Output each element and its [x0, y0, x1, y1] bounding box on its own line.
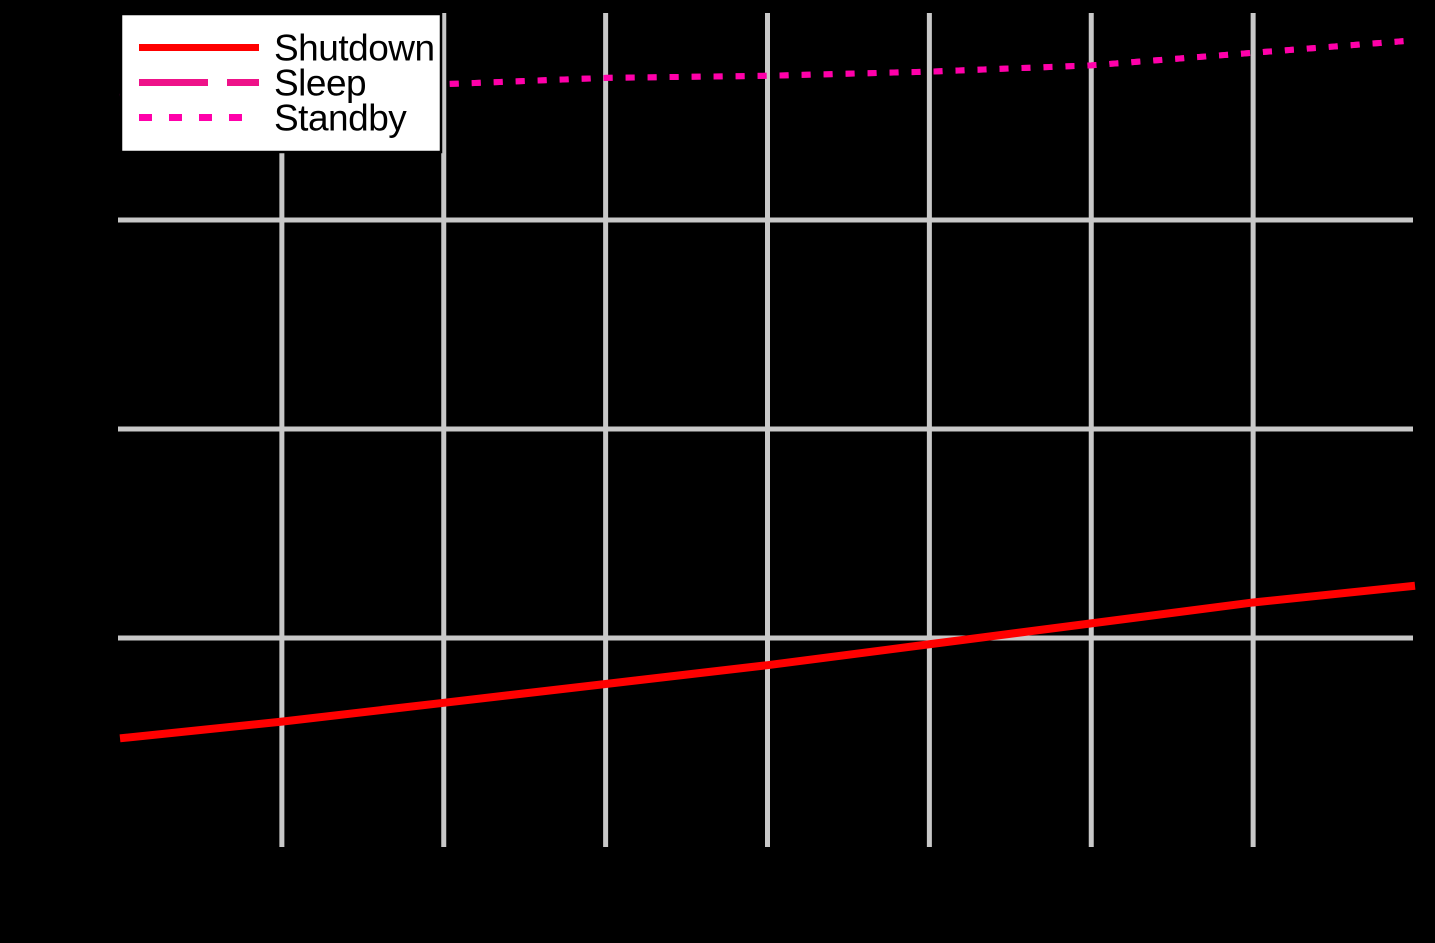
legend-label-sleep: Sleep [274, 63, 366, 104]
plot-series [119, 37, 1416, 743]
gridlines [118, 13, 1413, 847]
series-line-shutdown [119, 581, 1416, 743]
series-line-standby [119, 37, 1416, 100]
legend-entry-sleep: Sleep [139, 63, 367, 104]
legend-entry-shutdown: Shutdown [139, 28, 435, 69]
legend-label-standby: Standby [274, 98, 407, 139]
legend-entry-standby: Standby [139, 98, 408, 139]
legend-label-shutdown: Shutdown [274, 28, 435, 69]
legend: Shutdown Sleep Standby [119, 12, 443, 154]
